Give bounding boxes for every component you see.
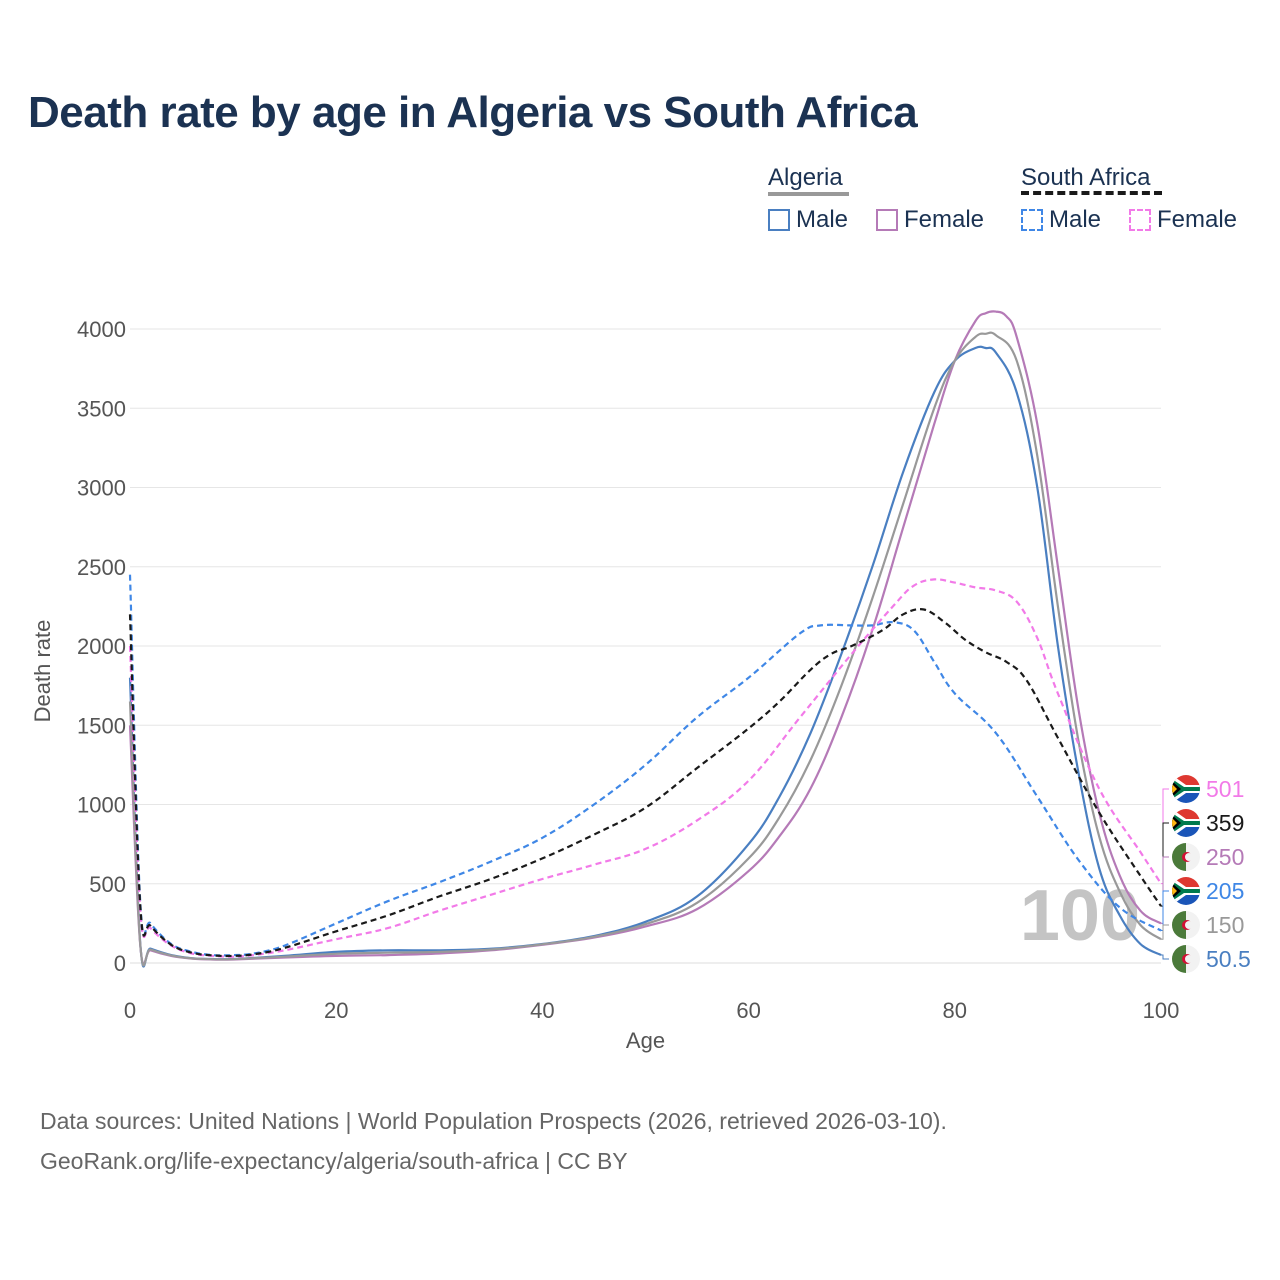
y-tick-label: 4000 xyxy=(77,317,126,342)
end-label-south-africa-total: 359 xyxy=(1206,810,1244,836)
south-africa-flag-icon xyxy=(1172,877,1200,905)
x-tick-label: 60 xyxy=(736,998,760,1023)
legend-algeria-male-label: Male xyxy=(796,206,849,233)
series-line-south-africa-total[interactable] xyxy=(128,608,1162,958)
grid-lines xyxy=(130,328,1161,964)
series-line-south-africa-male[interactable] xyxy=(128,574,1162,957)
south-africa-flag-icon xyxy=(1172,775,1200,803)
legend-algeria-male[interactable]: Male xyxy=(768,206,848,234)
algeria-flag-icon xyxy=(1172,945,1200,973)
end-connector-south-africa-male xyxy=(1161,890,1169,931)
series-line-algeria-female[interactable] xyxy=(128,310,1162,966)
south-africa-flag-icon xyxy=(1172,809,1200,837)
legend-algeria-label: Algeria xyxy=(768,164,843,191)
end-connector-algeria-total xyxy=(1161,924,1169,940)
legend-algeria-female[interactable]: Female xyxy=(876,206,984,234)
series-lines xyxy=(128,310,1162,968)
end-connector-south-africa-total xyxy=(1161,822,1169,907)
legend-swatch-algeria-female xyxy=(876,209,898,231)
y-tick-label: 1500 xyxy=(77,713,126,738)
series-line-algeria-total[interactable] xyxy=(128,331,1162,967)
x-tick-label: 80 xyxy=(943,998,967,1023)
end-connector-algeria-male xyxy=(1161,954,1169,960)
algeria-flag-icon xyxy=(1172,843,1200,871)
axes: 0 500 1000 1500 2000 2500 3000 3500 4000 0 20 40 60 8… xyxy=(30,317,1179,1053)
legend-south-africa-heading: South Africa xyxy=(1021,164,1150,192)
legend-south-africa-underline xyxy=(1021,191,1162,195)
legend-algeria-female-label: Female xyxy=(904,206,985,233)
x-axis-title: Age xyxy=(626,1028,665,1053)
end-labels: 501 359 250 205 150 50.5 xyxy=(1161,775,1251,973)
legend-south-africa-female-label: Female xyxy=(1157,206,1238,233)
chart-title: Death rate by age in Algeria vs South Af… xyxy=(28,88,918,137)
y-tick-label: 500 xyxy=(89,872,126,897)
year-watermark: 100 xyxy=(1020,876,1140,956)
end-label-algeria-female: 250 xyxy=(1206,844,1244,870)
end-label-south-africa-female: 501 xyxy=(1206,776,1244,802)
legend-algeria-underline xyxy=(768,192,849,196)
end-label-south-africa-male: 205 xyxy=(1206,878,1244,904)
x-tick-label: 40 xyxy=(530,998,554,1023)
x-tick-label: 20 xyxy=(324,998,348,1023)
y-tick-label: 1000 xyxy=(77,793,126,818)
x-tick-label: 100 xyxy=(1143,998,1180,1023)
y-tick-label: 3500 xyxy=(77,396,126,421)
y-tick-label: 0 xyxy=(114,951,126,976)
series-line-south-africa-female[interactable] xyxy=(128,578,1162,958)
algeria-flag-icon xyxy=(1172,911,1200,939)
end-label-algeria-total: 150 xyxy=(1206,912,1244,938)
source-line-2[interactable]: GeoRank.org/life-expectancy/algeria/sout… xyxy=(40,1148,628,1174)
y-axis-title: Death rate xyxy=(30,620,55,723)
legend-south-africa-male[interactable]: Male xyxy=(1021,206,1101,234)
source-line-1: Data sources: United Nations | World Pop… xyxy=(40,1108,947,1134)
end-label-algeria-male: 50.5 xyxy=(1206,946,1251,972)
legend-algeria-heading: Algeria xyxy=(768,164,843,192)
series-line-algeria-male[interactable] xyxy=(128,345,1162,968)
x-tick-label: 0 xyxy=(124,998,136,1023)
legend-south-africa-label: South Africa xyxy=(1021,164,1151,191)
legend-swatch-south-africa-female xyxy=(1129,209,1151,231)
legend-swatch-algeria-male xyxy=(768,209,790,231)
y-tick-label: 2500 xyxy=(77,555,126,580)
legend-south-africa-female[interactable]: Female xyxy=(1129,206,1237,234)
legend-swatch-south-africa-male xyxy=(1021,209,1043,231)
end-connector-south-africa-female xyxy=(1161,788,1169,885)
y-tick-label: 2000 xyxy=(77,634,126,659)
end-connector-algeria-female xyxy=(1161,856,1169,924)
y-tick-label: 3000 xyxy=(77,476,126,501)
legend-south-africa-male-label: Male xyxy=(1049,206,1102,233)
